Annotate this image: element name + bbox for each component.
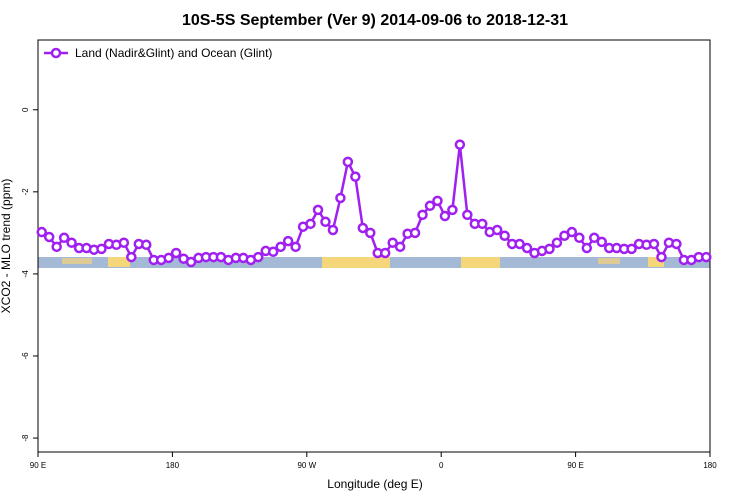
x-tick-label: 0	[439, 461, 444, 470]
data-point	[379, 247, 391, 259]
y-tick-label: 0	[21, 107, 30, 112]
data-point	[282, 235, 294, 247]
data-point	[417, 209, 428, 221]
data-point	[126, 251, 137, 263]
data-point	[163, 252, 174, 264]
data-point	[36, 226, 47, 238]
data-point	[432, 195, 443, 207]
data-point	[335, 192, 346, 204]
data-point	[357, 222, 369, 234]
data-point	[574, 232, 585, 244]
data-point	[514, 238, 525, 250]
data-point	[477, 218, 488, 230]
data-point	[350, 171, 361, 182]
y-axis-label: XCO2 - MLO trend (ppm)	[0, 179, 13, 314]
data-point	[648, 238, 660, 250]
data-point	[312, 204, 324, 216]
x-tick-label: 90 E	[567, 461, 583, 470]
data-point	[185, 256, 197, 268]
data-point	[387, 237, 398, 248]
data-point	[671, 238, 682, 250]
data-point	[51, 241, 62, 253]
data-point	[491, 224, 503, 236]
data-point	[275, 241, 286, 253]
data-point	[267, 246, 279, 257]
legend-label: Land (Nadir&Glint) and Ocean (Glint)	[75, 46, 272, 60]
data-point	[394, 241, 406, 253]
data-point	[320, 216, 331, 228]
data-point	[58, 232, 70, 244]
plot-frame	[37, 39, 711, 453]
data-point	[409, 227, 421, 239]
data-point	[701, 251, 712, 263]
data-point	[521, 242, 533, 254]
y-tick-label: -2	[21, 188, 30, 196]
data-point	[581, 242, 593, 254]
data-point	[305, 218, 316, 230]
y-tick-label: -8	[21, 434, 30, 442]
data-point	[544, 243, 555, 255]
data-point	[589, 232, 600, 244]
data-point	[551, 237, 563, 248]
data-point	[424, 200, 436, 212]
x-axis-label: Longitude (deg E)	[327, 477, 422, 491]
data-point	[656, 251, 667, 263]
data-point	[118, 237, 130, 248]
data-point	[626, 243, 637, 255]
data-point	[596, 236, 607, 248]
data-point	[365, 227, 376, 239]
data-point	[439, 210, 451, 222]
data-point	[342, 156, 354, 168]
data-point	[253, 251, 264, 263]
data-point	[462, 209, 473, 221]
data-point	[66, 237, 77, 248]
data-point	[327, 224, 339, 236]
chart-title: 10S-5S September (Ver 9) 2014-09-06 to 2…	[182, 12, 568, 29]
y-tick-label: -4	[21, 270, 30, 278]
data-point	[141, 239, 152, 251]
x-tick-label: 90 E	[30, 461, 46, 470]
x-tick-label: 180	[703, 461, 717, 470]
data-point	[170, 247, 182, 259]
x-tick-label: 90 W	[297, 461, 316, 470]
data-point	[499, 230, 510, 241]
data-point	[447, 204, 458, 216]
data-point	[454, 139, 466, 150]
x-tick-label: 180	[166, 461, 180, 470]
map-strip	[38, 257, 710, 268]
data-point	[96, 243, 107, 255]
data-point	[566, 226, 578, 238]
legend-marker	[50, 47, 62, 59]
data-point	[290, 241, 301, 253]
y-tick-label: -6	[21, 352, 30, 360]
data-point	[43, 231, 55, 243]
